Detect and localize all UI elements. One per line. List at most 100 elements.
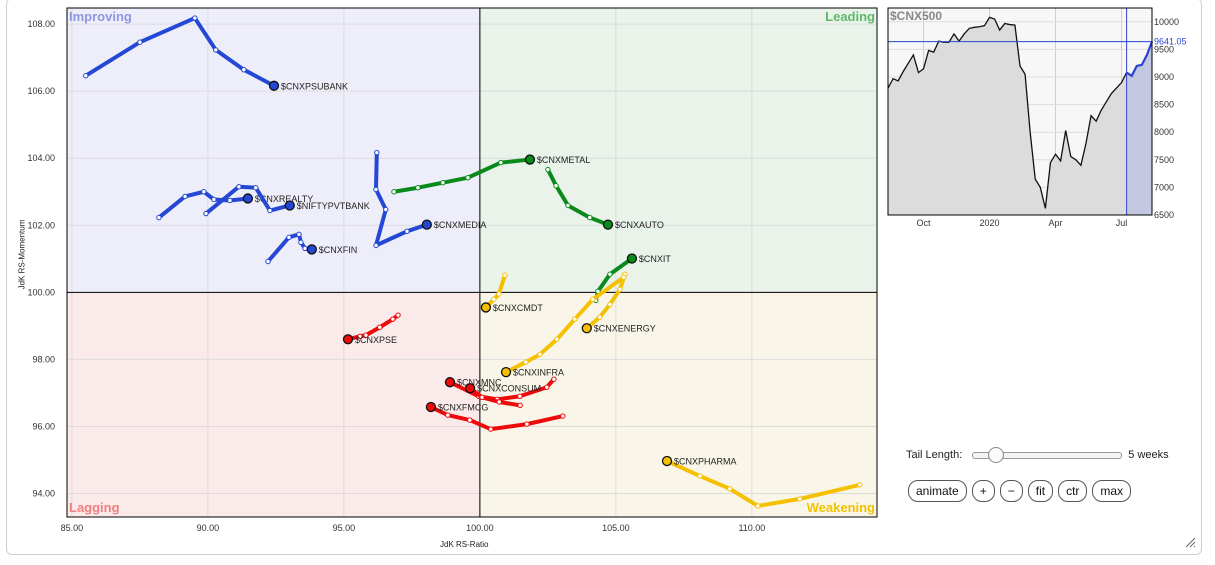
head-point [425, 401, 437, 413]
series-cnxpsubank: $CNXPSUBANK [83, 15, 348, 91]
quadrant-label-lagging: Lagging [69, 500, 120, 515]
zoom-in-button[interactable]: + [971, 480, 995, 502]
head-point [421, 219, 432, 230]
y-tick-label: 108.00 [27, 19, 55, 29]
tail-point [465, 174, 471, 181]
tail-point [373, 242, 379, 249]
head-point [524, 154, 536, 165]
tail-point [496, 399, 502, 405]
rrg-chart: 85.00 90.00 95.00 100.00 105.00 110.00 94.00 96… [27, 7, 878, 533]
tail-point [213, 47, 219, 53]
x-tick-label: 95.00 [333, 523, 356, 533]
tail-point [524, 421, 530, 427]
tail-point [236, 184, 242, 190]
tail-point [440, 179, 446, 186]
tail-point [565, 202, 571, 209]
tail-point [545, 166, 551, 173]
tail-point [617, 286, 623, 293]
tail-point [523, 359, 529, 365]
plot-border [66, 7, 878, 518]
head-point [284, 200, 295, 211]
tail-point [498, 159, 504, 166]
series-label: $CNXPSE [355, 335, 397, 345]
series-label: $CNXMETAL [537, 155, 590, 165]
series-label: $CNXFMCG [438, 403, 489, 413]
head-point [626, 253, 638, 264]
tail-length-slider[interactable] [972, 446, 1123, 464]
tail-point [253, 185, 259, 191]
tail-point [479, 394, 485, 400]
tail-point [374, 149, 380, 156]
series-label: $CNXAUTO [615, 220, 664, 230]
tail-line [391, 157, 532, 194]
tail-point [554, 336, 560, 342]
series-label: $CNXPHARMA [674, 457, 737, 467]
y-tick-label: 100.00 [27, 287, 55, 297]
tail-point [590, 296, 596, 303]
tail-point [445, 412, 451, 418]
y-tick-label: 94.00 [32, 489, 55, 499]
head-point [464, 383, 476, 394]
y-tick-label: 98.00 [32, 354, 55, 364]
tail-point [572, 316, 578, 322]
quadrant-improving [67, 8, 480, 293]
tail-line [468, 386, 523, 408]
y-tick-label: 106.00 [27, 86, 55, 96]
tail-point [286, 234, 292, 241]
tail-point [395, 312, 401, 318]
x-axis-title: JdK RS-Ratio [440, 540, 489, 549]
tail-line [156, 189, 250, 220]
tail-point [607, 271, 613, 277]
fit-button[interactable]: fit [1027, 480, 1054, 502]
tail-point [415, 185, 421, 191]
resize-grip-icon[interactable] [1184, 536, 1196, 548]
series-label: $CNXCMDT [493, 303, 544, 313]
series-label: $CNXMEDIA [434, 220, 487, 230]
quadrant-leading [479, 8, 877, 293]
series-label: $CNXCONSUM [477, 384, 541, 394]
tail-point [857, 482, 863, 488]
tail-point [267, 207, 273, 214]
x-tick-label: 110.00 [738, 523, 765, 533]
tail-point [137, 39, 143, 45]
tail-point [241, 66, 247, 73]
x-tick-label: 100.00 [466, 523, 494, 533]
tail-point [373, 186, 379, 193]
tail-point [488, 426, 494, 432]
tail-point [502, 272, 508, 278]
series-cnxrealty: $CNXREALTY [156, 189, 313, 221]
y-tick-label: 102.00 [27, 220, 55, 230]
max-button[interactable]: max [1092, 480, 1132, 502]
quadrant-label-leading: Leading [825, 9, 875, 24]
series-label: $CNXFIN [319, 245, 358, 255]
series-cnxconsum: $CNXCONSUM [464, 383, 541, 409]
series-label: $CNXENERGY [594, 324, 656, 334]
tail-point [377, 324, 383, 330]
y-tick-label: 96.00 [32, 421, 55, 431]
tail-point [607, 301, 613, 308]
series-cnxmedia: $CNXMEDIA [373, 149, 487, 249]
series-label: $CNXINFRA [513, 368, 564, 378]
tail-point [755, 503, 761, 509]
tail-point [203, 210, 209, 217]
tail-point [553, 183, 559, 189]
head-point [480, 302, 492, 313]
tail-line [83, 16, 276, 88]
center-button[interactable]: ctr [1058, 480, 1088, 502]
head-point [242, 193, 254, 204]
rrg-controls: Tail Length: 5 weeks animate + − fit ctr… [906, 446, 1169, 502]
zoom-out-button[interactable]: − [999, 480, 1023, 502]
head-point [602, 219, 614, 230]
tail-line [483, 273, 507, 310]
slider-thumb[interactable] [988, 447, 1005, 463]
tail-point [296, 231, 302, 238]
animate-button[interactable]: animate [908, 480, 967, 502]
head-point [342, 334, 354, 345]
tail-point [551, 376, 557, 382]
head-point [661, 455, 673, 467]
y-tick-label: 104.00 [27, 153, 55, 163]
series-cnxmetal: $CNXMETAL [391, 154, 590, 195]
series-label: $CNXPSUBANK [281, 81, 348, 91]
x-tick-label: 105.00 [602, 523, 630, 533]
tail-length-value: 5 weeks [1128, 449, 1169, 461]
